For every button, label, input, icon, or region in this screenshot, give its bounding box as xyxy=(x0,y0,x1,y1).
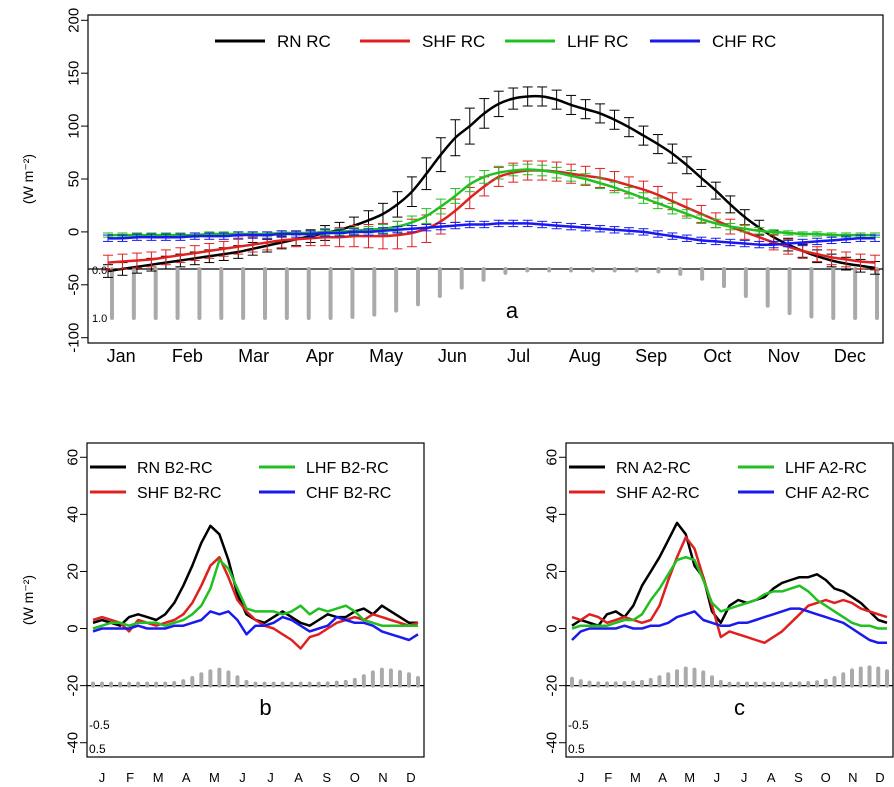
x-tick-label: Aug xyxy=(569,346,601,366)
series-rn-a2-rc xyxy=(571,521,888,627)
y-tick-label: 150 xyxy=(66,61,83,86)
x-tick-label: Jul xyxy=(507,346,530,366)
bar-baseline-label: 0.0 xyxy=(92,265,107,277)
panel-label: a xyxy=(506,298,519,323)
series-shf-b2-rc xyxy=(92,555,419,650)
series-chf-a2-rc xyxy=(571,607,887,645)
panel-label: c xyxy=(734,695,745,720)
y-tick-label: -100 xyxy=(66,323,83,353)
x-tick-label: J xyxy=(99,770,106,785)
y-tick-label: 40 xyxy=(65,506,82,523)
x-tick-label: M xyxy=(684,770,695,785)
x-tick-label: S xyxy=(322,770,331,785)
y-tick-label: -20 xyxy=(544,675,561,697)
x-tick-label: O xyxy=(821,770,831,785)
x-tick-label: J xyxy=(267,770,274,785)
plot-frame-a xyxy=(87,14,884,344)
panel-b: -40 -20 0 20 40 60 (W m⁻²) J F M A M J J A S O N D -0.5 0.5 R… xyxy=(20,442,425,785)
bar-max-label: 0.5 xyxy=(89,742,106,756)
x-tick-label: M xyxy=(209,770,220,785)
legend-label: SHF B2-RC xyxy=(137,485,221,502)
y-tick-label: 40 xyxy=(544,506,561,523)
legend-label: LHF B2-RC xyxy=(306,460,389,477)
x-tick-label: Jun xyxy=(438,346,467,366)
x-tick-label: J xyxy=(714,770,721,785)
series-chf-b2-rc xyxy=(92,610,419,642)
legend-label: LHF RC xyxy=(567,32,628,51)
x-tick-label: A xyxy=(182,770,191,785)
series-line xyxy=(107,222,876,246)
x-tick-label: A xyxy=(294,770,303,785)
y-tick-label: 60 xyxy=(544,449,561,466)
x-tick-label: N xyxy=(378,770,387,785)
panel-label: b xyxy=(259,695,271,720)
y-tick-label: 20 xyxy=(544,563,561,580)
x-tick-label: M xyxy=(630,770,641,785)
x-tick-label: J xyxy=(741,770,748,785)
series-chf-rc xyxy=(103,219,880,249)
plot-frame-b xyxy=(86,442,425,758)
y-tick-label: 200 xyxy=(66,8,83,33)
x-tick-label: A xyxy=(767,770,776,785)
legend-label: SHF A2-RC xyxy=(616,485,700,502)
x-tick-label: D xyxy=(406,770,415,785)
bar-max-label: 0.5 xyxy=(568,742,585,756)
x-tick-label: S xyxy=(794,770,803,785)
series-lhf-a2-rc xyxy=(571,555,887,630)
x-tick-label: Feb xyxy=(172,346,203,366)
plot-frame-c xyxy=(565,442,894,758)
legend-label: RN B2-RC xyxy=(137,460,213,477)
x-tick-label: O xyxy=(350,770,360,785)
legend-label: RN A2-RC xyxy=(616,460,691,477)
x-tick-label: J xyxy=(578,770,585,785)
series-line xyxy=(107,169,876,264)
y-axis-label: (W m⁻²) xyxy=(20,154,36,204)
y-tick-label: 0 xyxy=(544,624,561,632)
bar-baseline-label: -0.5 xyxy=(568,718,589,732)
y-tick-label: -20 xyxy=(65,675,82,697)
legend-label: RN RC xyxy=(277,32,331,51)
series-shf-a2-rc xyxy=(571,535,888,645)
x-tick-label: Jan xyxy=(107,346,136,366)
series-lhf-b2-rc xyxy=(92,558,418,630)
legend-label: CHF B2-RC xyxy=(306,485,391,502)
y-tick-label: 0 xyxy=(66,228,83,236)
x-tick-label: Nov xyxy=(768,346,800,366)
panel-c: -40 -20 0 20 40 60 J F M A M J J A S O N D -0.5 0.5 RN A2-RC… xyxy=(544,442,894,785)
series-lhf-rc xyxy=(103,163,880,238)
y-tick-label: -40 xyxy=(544,732,561,754)
x-tick-label: F xyxy=(126,770,134,785)
x-tick-label: Oct xyxy=(703,346,731,366)
x-tick-label: F xyxy=(604,770,612,785)
y-tick-label: -50 xyxy=(66,274,83,296)
y-tick-label: 20 xyxy=(65,563,82,580)
y-axis-label: (W m⁻²) xyxy=(20,575,36,625)
x-tick-label: Dec xyxy=(834,346,866,366)
y-tick-label: 50 xyxy=(66,171,83,188)
x-tick-label: M xyxy=(153,770,164,785)
series-rn-rc xyxy=(103,86,880,278)
bar-max-label: 1.0 xyxy=(92,313,107,325)
y-tick-label: 100 xyxy=(66,114,83,139)
legend-label: LHF A2-RC xyxy=(785,460,867,477)
x-tick-label: Apr xyxy=(306,346,334,366)
panel-a: -100 -50 0 50 100 150 200 (W m⁻²) Jan Feb Mar Apr Ma… xyxy=(20,8,884,366)
bar-baseline-label: -0.5 xyxy=(89,718,110,732)
x-tick-label: A xyxy=(658,770,667,785)
series-line xyxy=(107,94,876,273)
legend-label: SHF RC xyxy=(422,32,485,51)
y-tick-label: 60 xyxy=(65,449,82,466)
x-tick-label: Sep xyxy=(635,346,667,366)
y-tick-label: 0 xyxy=(65,624,82,632)
y-tick-label: -40 xyxy=(65,732,82,754)
x-tick-label: J xyxy=(239,770,246,785)
x-tick-label: D xyxy=(875,770,884,785)
x-tick-label: Mar xyxy=(238,346,269,366)
x-tick-label: N xyxy=(848,770,857,785)
legend-label: CHF RC xyxy=(712,32,776,51)
legend-label: CHF A2-RC xyxy=(785,485,869,502)
series-line xyxy=(108,168,875,237)
x-tick-label: May xyxy=(369,346,403,366)
